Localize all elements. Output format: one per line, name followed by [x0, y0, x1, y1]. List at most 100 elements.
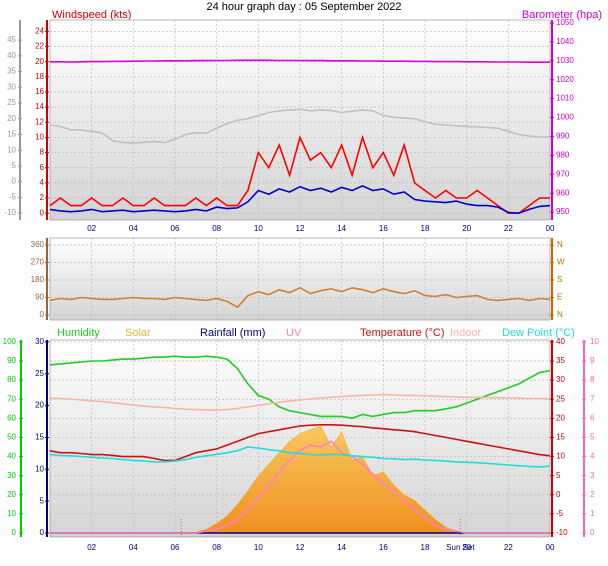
- legend-entry: Humidity: [57, 327, 100, 339]
- y2-tick-label: 1010: [556, 94, 574, 103]
- x-tick-label: 12: [296, 224, 305, 233]
- y-axis-label: Windspeed (kts): [52, 9, 131, 21]
- series-line: [49, 286, 551, 309]
- y2-axis-label: Barometer (hpa): [522, 9, 602, 21]
- x-tick-label: 14: [337, 224, 346, 233]
- x-tick-label: 04: [129, 543, 138, 552]
- y4-tick-label: 4: [590, 452, 595, 461]
- y2-tick-label: 970: [556, 169, 570, 178]
- y3-tick-label: 15: [7, 130, 16, 139]
- y2-tick-label: 35: [556, 356, 565, 365]
- y-tick-label: 270: [31, 258, 45, 267]
- y2-tick-label: 1050: [556, 18, 574, 27]
- x-tick-label: 20: [462, 224, 471, 233]
- y3-tick-label: 10: [35, 464, 44, 473]
- y3-tick-label: 20: [7, 114, 16, 123]
- y2-tick-label: -5: [556, 509, 564, 518]
- y-tick-label: 2: [40, 193, 45, 202]
- x-tick-label: 04: [129, 224, 138, 233]
- legend-entry: Dew Point (°C): [502, 327, 575, 339]
- series-line: [49, 134, 550, 214]
- y-tick-label: 60: [7, 413, 16, 422]
- y3-tick-label: 0: [12, 177, 17, 186]
- series-line: [49, 185, 551, 215]
- x-tick-label: 16: [379, 543, 388, 552]
- x-tick-label: 14: [337, 543, 346, 552]
- x-tick-label: 06: [171, 224, 180, 233]
- x-tick-label: 22: [504, 543, 513, 552]
- x-tick-label: 12: [296, 543, 305, 552]
- y-tick-label: 24: [35, 26, 44, 35]
- x-tick-label: 02: [87, 224, 96, 233]
- series-line: [49, 446, 551, 468]
- y3-tick-label: 0: [40, 528, 45, 537]
- y4-tick-label: 5: [590, 433, 595, 442]
- y3-tick-label: 10: [7, 145, 16, 154]
- y-tick-label: 80: [7, 375, 16, 384]
- y3-tick-label: 25: [7, 98, 16, 107]
- y2-tick-label: 950: [556, 207, 570, 216]
- y-tick-label: 40: [7, 452, 16, 461]
- y2-tick-label: 15: [556, 433, 565, 442]
- chart-title: 24 hour graph day : 05 September 2022: [206, 1, 401, 13]
- y2-tick-label: N: [557, 240, 563, 249]
- y2-tick-label: W: [557, 258, 565, 267]
- y2-tick-label: 990: [556, 132, 570, 141]
- y3-tick-label: 15: [35, 433, 44, 442]
- y3-tick-label: 30: [35, 337, 44, 346]
- y2-tick-label: N: [557, 310, 563, 319]
- y2-tick-label: 1030: [556, 56, 574, 65]
- y2-tick-label: 30: [556, 375, 565, 384]
- y2-tick-label: 0: [556, 490, 561, 499]
- y3-tick-label: 45: [7, 35, 16, 44]
- x-tick-label: 16: [379, 224, 388, 233]
- y2-tick-label: 960: [556, 188, 570, 197]
- y4-tick-label: 9: [590, 356, 595, 365]
- y-tick-label: 90: [7, 356, 16, 365]
- y2-tick-label: -10: [556, 528, 568, 537]
- y2-tick-label: S: [557, 275, 562, 284]
- x-tick-label: 06: [171, 543, 180, 552]
- y-tick-label: 8: [40, 148, 45, 157]
- y-tick-label: 14: [35, 102, 44, 111]
- x-tick-label: 02: [87, 543, 96, 552]
- y2-tick-label: 5: [556, 471, 561, 480]
- x-tick-label: 08: [212, 543, 221, 552]
- y3-tick-label: 40: [7, 51, 16, 60]
- series-line: [49, 424, 551, 462]
- y-tick-label: 50: [7, 433, 16, 442]
- y4-tick-label: 2: [590, 490, 595, 499]
- x-tick-label: 08: [212, 224, 221, 233]
- y-tick-label: 30: [7, 471, 16, 480]
- y2-tick-label: 1020: [556, 75, 574, 84]
- y-tick-label: 4: [40, 178, 45, 187]
- x-tick-label: 18: [421, 224, 430, 233]
- y-tick-label: 10: [7, 509, 16, 518]
- y-tick-label: 0: [40, 310, 45, 319]
- x-tick-label: 10: [254, 543, 263, 552]
- y4-tick-label: 8: [590, 375, 595, 384]
- y-tick-label: 100: [3, 337, 17, 346]
- y2-tick-label: 980: [556, 150, 570, 159]
- y3-tick-label: 35: [7, 67, 16, 76]
- y3-tick-label: -5: [9, 192, 17, 201]
- y-tick-label: 16: [35, 87, 44, 96]
- y3-tick-label: 25: [35, 369, 44, 378]
- y2-tick-label: E: [557, 293, 562, 302]
- y3-tick-label: -10: [4, 208, 16, 217]
- x-tick-label: 00: [546, 224, 555, 233]
- y-tick-label: 360: [31, 240, 45, 249]
- x-tick-label: 18: [421, 543, 430, 552]
- series-line: [49, 355, 551, 420]
- y3-tick-label: 30: [7, 82, 16, 91]
- y-tick-label: 90: [35, 293, 44, 302]
- y-tick-label: 0: [40, 208, 45, 217]
- x-tick-label: 20: [462, 543, 471, 552]
- y-tick-label: 12: [35, 117, 44, 126]
- y-tick-label: 70: [7, 394, 16, 403]
- y4-tick-label: 10: [590, 337, 599, 346]
- y-tick-label: 22: [35, 42, 44, 51]
- series-line: [49, 393, 551, 412]
